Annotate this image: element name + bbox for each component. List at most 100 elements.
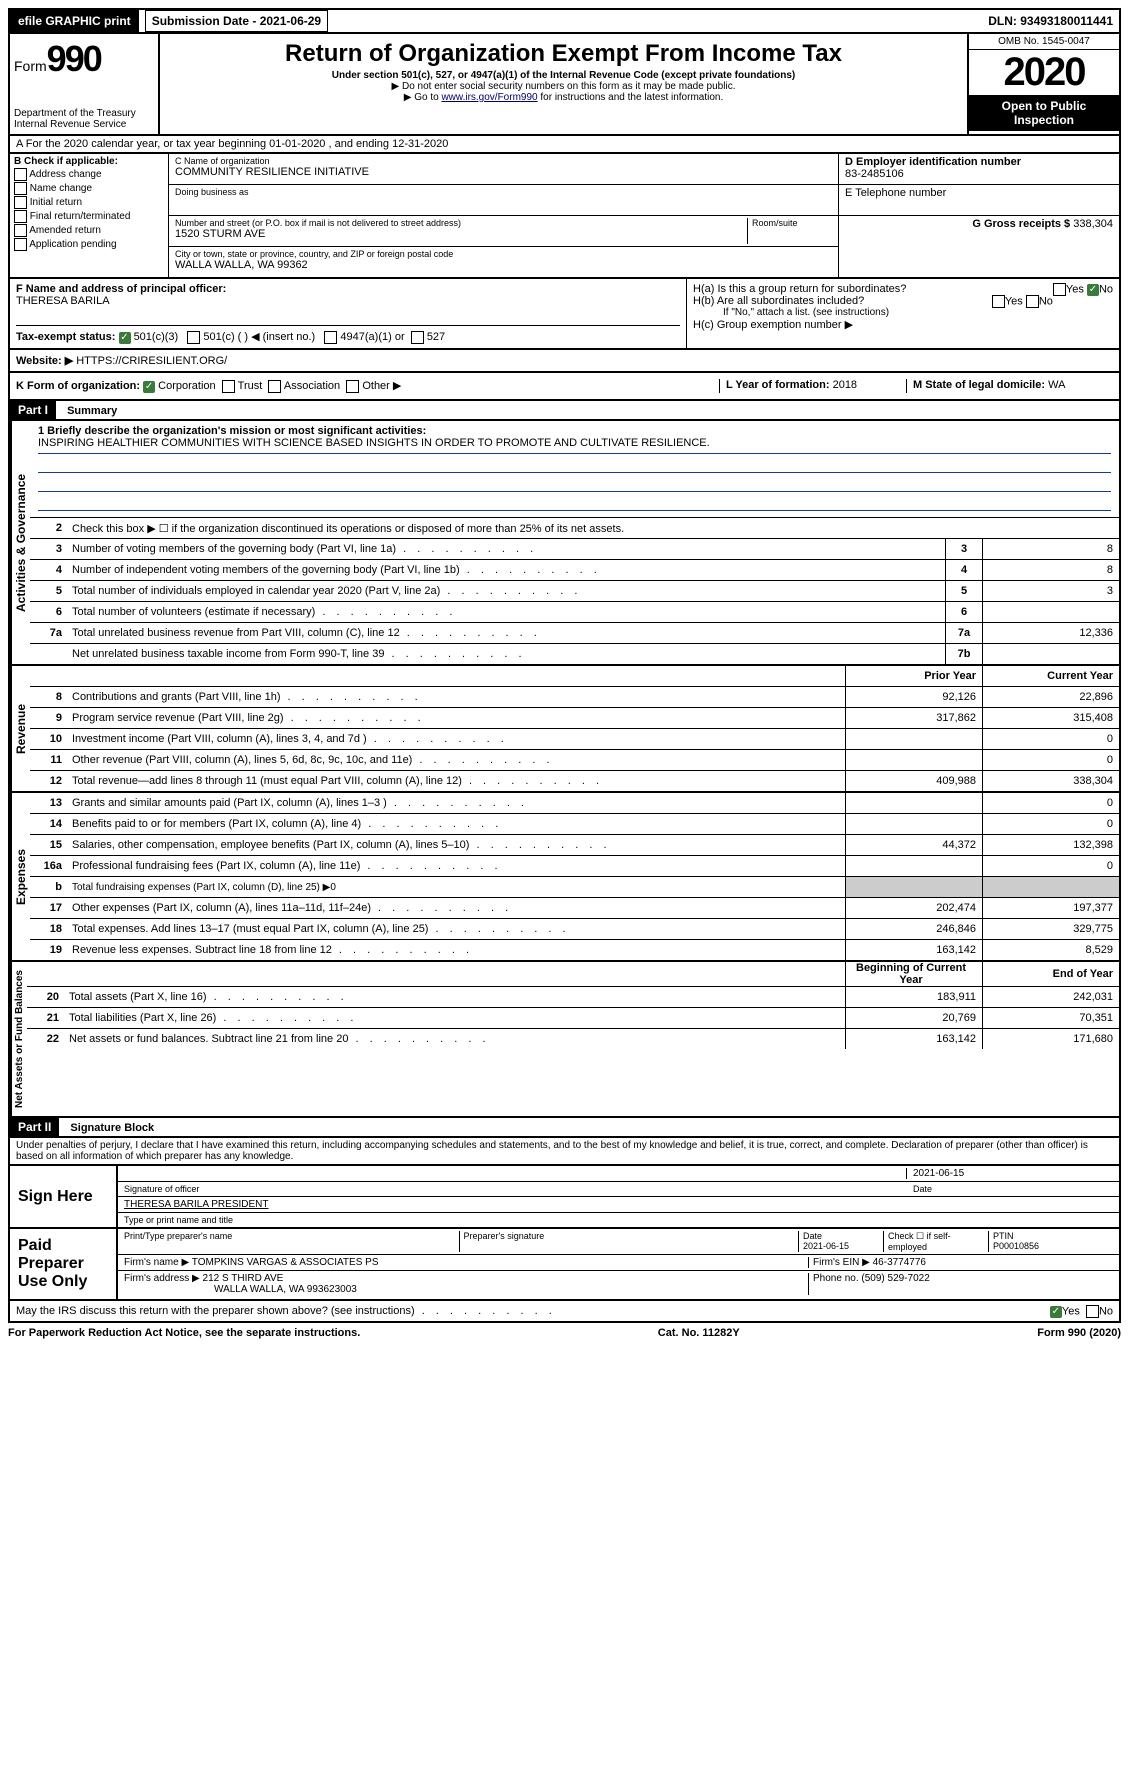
- street-address: 1520 STURM AVE: [175, 228, 747, 240]
- table-row: 8 Contributions and grants (Part VIII, l…: [30, 687, 1119, 708]
- row-a-period: A For the 2020 calendar year, or tax yea…: [8, 136, 1121, 154]
- city-state-zip: WALLA WALLA, WA 99362: [175, 259, 832, 271]
- table-row: 7a Total unrelated business revenue from…: [30, 623, 1119, 644]
- net-assets-section: Net Assets or Fund Balances Beginning of…: [8, 962, 1121, 1118]
- cb-app-pending[interactable]: Application pending: [14, 238, 164, 251]
- city-label: City or town, state or province, country…: [175, 249, 832, 259]
- perjury-statement: Under penalties of perjury, I declare th…: [8, 1138, 1121, 1166]
- paid-preparer-block: Paid Preparer Use Only Print/Type prepar…: [8, 1229, 1121, 1301]
- cb-assoc[interactable]: [268, 380, 281, 393]
- hb-note: If "No," attach a list. (see instruction…: [693, 307, 1113, 318]
- footer-mid: Cat. No. 11282Y: [658, 1327, 740, 1339]
- table-row: 11 Other revenue (Part VIII, column (A),…: [30, 750, 1119, 771]
- cb-hb-no[interactable]: [1026, 295, 1039, 308]
- cb-initial-return[interactable]: Initial return: [14, 196, 164, 209]
- footer-left: For Paperwork Reduction Act Notice, see …: [8, 1327, 360, 1339]
- line2: Check this box ▶ ☐ if the organization d…: [68, 520, 1119, 537]
- section-bcdeg: B Check if applicable: Address change Na…: [8, 154, 1121, 279]
- officer-name-title: THERESA BARILA PRESIDENT: [124, 1199, 1113, 1210]
- form-note1: ▶ Do not enter social security numbers o…: [168, 81, 959, 92]
- omb-number: OMB No. 1545-0047: [969, 34, 1119, 50]
- table-row: 20 Total assets (Part X, line 16) 183,91…: [27, 987, 1119, 1008]
- cb-discuss-yes[interactable]: ✓: [1050, 1306, 1062, 1318]
- table-row: 4 Number of independent voting members o…: [30, 560, 1119, 581]
- table-row: 9 Program service revenue (Part VIII, li…: [30, 708, 1119, 729]
- dln-number: DLN: 93493180011441: [988, 14, 1119, 28]
- efile-print-button[interactable]: efile GRAPHIC print: [10, 10, 139, 32]
- dba-label: Doing business as: [175, 187, 832, 197]
- discuss-row: May the IRS discuss this return with the…: [8, 1301, 1121, 1323]
- state-domicile: WA: [1048, 379, 1065, 391]
- table-row: 18 Total expenses. Add lines 13–17 (must…: [30, 919, 1119, 940]
- irs-link[interactable]: www.irs.gov/Form990: [441, 92, 537, 103]
- firm-address: 212 S THIRD AVE: [203, 1273, 284, 1284]
- gross-receipts-value: 338,304: [1073, 218, 1113, 230]
- revenue-section: Revenue Prior Year Current Year 8 Contri…: [8, 666, 1121, 793]
- website-value: HTTPS://CRIRESILIENT.ORG/: [76, 355, 227, 367]
- col-b-checkboxes: B Check if applicable: Address change Na…: [10, 154, 169, 277]
- form-header: Form990 Department of the Treasury Inter…: [8, 34, 1121, 136]
- ptin-value: P00010856: [993, 1241, 1113, 1251]
- room-label: Room/suite: [752, 218, 832, 228]
- ein-label: D Employer identification number: [845, 156, 1021, 168]
- col-de: D Employer identification number 83-2485…: [839, 154, 1119, 277]
- vert-governance: Activities & Governance: [10, 421, 30, 664]
- ein-value: 83-2485106: [845, 168, 1113, 180]
- table-row: 13 Grants and similar amounts paid (Part…: [30, 793, 1119, 814]
- cb-address-change[interactable]: Address change: [14, 168, 164, 181]
- cb-ha-yes[interactable]: [1053, 283, 1066, 296]
- cb-trust[interactable]: [222, 380, 235, 393]
- col-prior-year: Prior Year: [845, 666, 982, 686]
- irs-label: Internal Revenue Service: [14, 119, 154, 130]
- vert-revenue: Revenue: [10, 666, 30, 791]
- cb-amended[interactable]: Amended return: [14, 224, 164, 237]
- sign-here-label: Sign Here: [10, 1166, 118, 1227]
- table-row: 5 Total number of individuals employed i…: [30, 581, 1119, 602]
- hc-group-exemption: H(c) Group exemption number ▶: [693, 318, 1113, 331]
- cb-527[interactable]: [411, 331, 424, 344]
- cb-corp[interactable]: ✓: [143, 381, 155, 393]
- tax-exempt-label: Tax-exempt status:: [16, 331, 115, 343]
- cb-name-change[interactable]: Name change: [14, 182, 164, 195]
- table-row: 15 Salaries, other compensation, employe…: [30, 835, 1119, 856]
- summary-table: Activities & Governance 1 Briefly descri…: [8, 421, 1121, 666]
- year-formation: 2018: [833, 379, 857, 391]
- cb-4947[interactable]: [324, 331, 337, 344]
- col-end-year: End of Year: [982, 962, 1119, 986]
- form-title: Return of Organization Exempt From Incom…: [168, 40, 959, 68]
- top-bar: efile GRAPHIC print Submission Date - 20…: [8, 8, 1121, 34]
- hb-subordinates: H(b) Are all subordinates included? Yes …: [693, 295, 1113, 307]
- cb-discuss-no[interactable]: [1086, 1305, 1099, 1318]
- table-row: 3 Number of voting members of the govern…: [30, 539, 1119, 560]
- self-employed-cb[interactable]: Check ☐ if self-employed: [884, 1231, 989, 1252]
- table-row: b Total fundraising expenses (Part IX, c…: [30, 877, 1119, 898]
- cb-501c3[interactable]: ✓: [119, 332, 131, 344]
- table-row: 14 Benefits paid to or for members (Part…: [30, 814, 1119, 835]
- table-row: 16a Professional fundraising fees (Part …: [30, 856, 1119, 877]
- cb-final-return[interactable]: Final return/terminated: [14, 210, 164, 223]
- firm-phone: (509) 529-7022: [861, 1273, 929, 1284]
- paid-preparer-label: Paid Preparer Use Only: [10, 1229, 118, 1299]
- col-current-year: Current Year: [982, 666, 1119, 686]
- ha-group-return: H(a) Is this a group return for subordin…: [693, 283, 1113, 295]
- col-c-org-info: C Name of organization COMMUNITY RESILIE…: [169, 154, 839, 277]
- cb-hb-yes[interactable]: [992, 295, 1005, 308]
- preparer-name-label: Print/Type preparer's name: [124, 1231, 460, 1252]
- firm-ein: 46-3774776: [873, 1257, 926, 1268]
- table-row: 22 Net assets or fund balances. Subtract…: [27, 1029, 1119, 1049]
- table-row: 17 Other expenses (Part IX, column (A), …: [30, 898, 1119, 919]
- cb-ha-no[interactable]: ✓: [1087, 284, 1099, 296]
- gross-receipts-label: G Gross receipts $: [972, 218, 1070, 230]
- addr-label: Number and street (or P.O. box if mail i…: [175, 218, 747, 228]
- sign-date: 2021-06-15: [906, 1168, 1113, 1179]
- vert-expenses: Expenses: [10, 793, 30, 960]
- mission-text: INSPIRING HEALTHIER COMMUNITIES WITH SCI…: [38, 437, 1111, 454]
- preparer-sig-label: Preparer's signature: [460, 1231, 800, 1252]
- cb-other[interactable]: [346, 380, 359, 393]
- sig-date-label: Date: [907, 1184, 1113, 1194]
- firm-name: TOMPKINS VARGAS & ASSOCIATES PS: [192, 1257, 379, 1268]
- submission-date: Submission Date - 2021-06-29: [145, 10, 328, 32]
- sign-here-block: Sign Here 2021-06-15 Signature of office…: [8, 1166, 1121, 1229]
- cb-501c[interactable]: [187, 331, 200, 344]
- part-ii-header: Part II Signature Block: [8, 1118, 1121, 1138]
